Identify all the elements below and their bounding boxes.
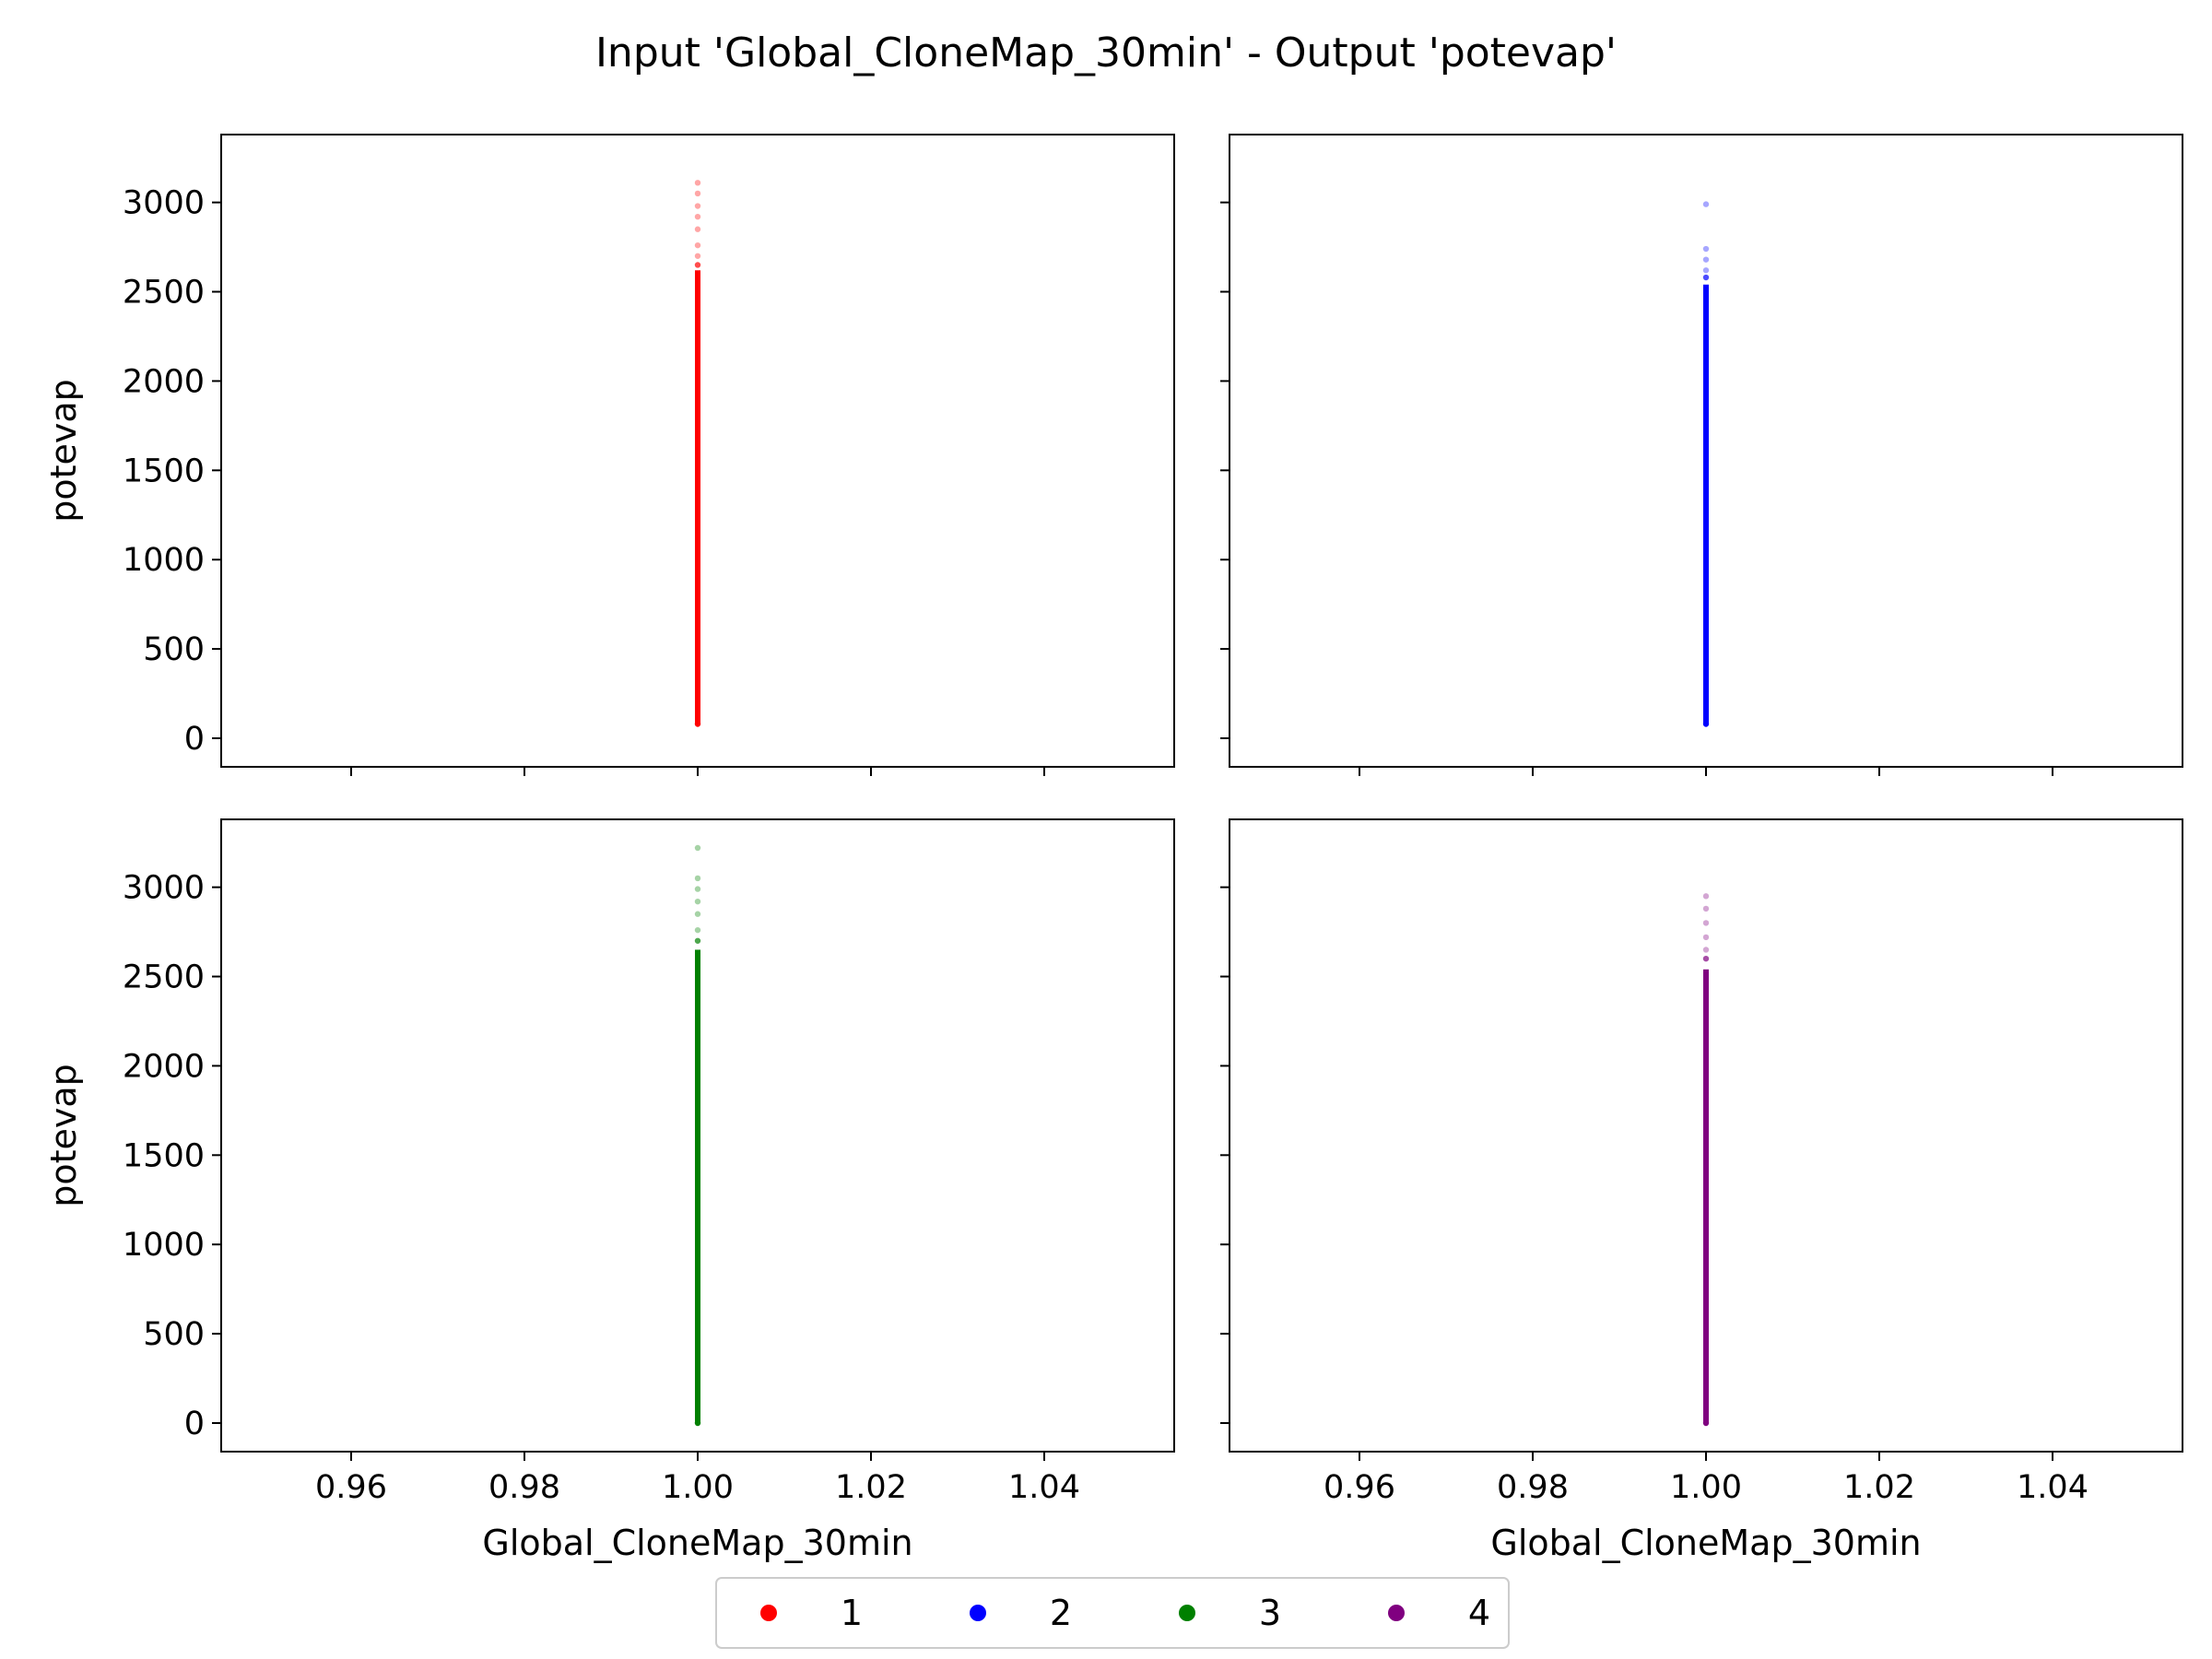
point-cluster	[695, 949, 700, 1423]
panel-bottom-right: 0.96 0.98 1.00 1.02 1.04 Global_CloneMap_30mi…	[1220, 818, 2183, 1563]
x-tick-label: 1.02	[835, 1469, 907, 1506]
y-tick-label: 500	[143, 1316, 205, 1353]
panel-top-left: 0 500 1000 1500 2000 2500 3000 potevap	[43, 134, 1175, 776]
y-tick-label: 0	[184, 1406, 205, 1442]
data-point	[694, 241, 701, 249]
data-point	[694, 926, 701, 934]
y-tick-label: 2000	[123, 1048, 205, 1085]
series-3	[694, 844, 701, 1427]
legend-label: 2	[1050, 1593, 1072, 1633]
panel-top-right	[1220, 134, 2183, 776]
legend-label: 4	[1468, 1593, 1490, 1633]
legend-label: 1	[841, 1593, 863, 1633]
y-axis-label: potevap	[43, 379, 84, 523]
legend-marker	[1179, 1605, 1195, 1621]
y-tick-label: 1500	[123, 453, 205, 489]
y-tick-label: 3000	[123, 185, 205, 222]
y-tick-label: 2500	[123, 959, 205, 996]
point-cluster	[1703, 284, 1709, 724]
x-tick-label: 1.04	[2017, 1469, 2088, 1506]
data-point	[694, 253, 701, 259]
data-point	[1702, 905, 1710, 912]
data-point	[694, 262, 701, 268]
legend: 1 2 3 4	[715, 1577, 1510, 1649]
x-axis-label: Global_CloneMap_30min	[482, 1523, 912, 1563]
legend-marker	[970, 1605, 986, 1621]
x-tick-label: 0.96	[315, 1469, 387, 1506]
data-point	[694, 190, 701, 197]
x-tick-label: 1.00	[1670, 1469, 1742, 1506]
data-point	[1702, 1419, 1710, 1427]
legend-entry-3: 3	[1179, 1593, 1281, 1633]
x-tick-label: 1.00	[662, 1469, 734, 1506]
data-point	[694, 844, 701, 852]
data-point	[1702, 245, 1710, 253]
x-tick-label: 0.98	[488, 1469, 560, 1506]
y-tick-label: 1000	[123, 542, 205, 579]
x-tick-label: 1.02	[1843, 1469, 1915, 1506]
panels: 0 500 1000 1500 2000 2500 3000 potevap 0.96 0.98 1…	[43, 134, 2183, 1563]
x-axis-label: Global_CloneMap_30min	[1490, 1523, 1921, 1563]
data-point	[694, 226, 701, 232]
y-tick-label: 500	[143, 631, 205, 668]
data-point	[694, 1419, 701, 1427]
point-cluster	[695, 270, 700, 724]
legend-marker	[760, 1605, 777, 1621]
y-tick-label: 1000	[123, 1227, 205, 1264]
x-tick-label: 0.98	[1497, 1469, 1569, 1506]
data-point	[694, 911, 701, 917]
y-axis-label: potevap	[43, 1064, 84, 1207]
data-point	[694, 937, 701, 944]
data-point	[694, 180, 701, 186]
x-tick-label: 0.96	[1324, 1469, 1395, 1506]
x-tick-label: 1.04	[1008, 1469, 1080, 1506]
legend-entry-1: 1	[760, 1593, 863, 1633]
data-point	[1702, 201, 1710, 207]
data-point	[1702, 274, 1710, 281]
legend-entry-4: 4	[1388, 1593, 1490, 1633]
legend-entry-2: 2	[970, 1593, 1072, 1633]
data-point	[694, 898, 701, 905]
legend-label: 3	[1259, 1593, 1281, 1633]
data-point	[694, 213, 701, 220]
y-tick-label: 3000	[123, 870, 205, 907]
data-point	[1702, 920, 1710, 926]
data-point	[1702, 934, 1710, 941]
y-tick-label: 2500	[123, 275, 205, 312]
series-1	[694, 180, 701, 727]
data-point	[1702, 256, 1710, 263]
data-point	[1702, 955, 1710, 962]
y-tick-label: 1500	[123, 1137, 205, 1174]
point-cluster	[1703, 969, 1709, 1423]
y-tick-label: 2000	[123, 363, 205, 400]
data-point	[694, 721, 701, 727]
panel-bottom-left: 0.96 0.98 1.00 1.02 1.04 0 500 1000 1500 2000 2500…	[43, 818, 1175, 1563]
data-point	[1702, 721, 1710, 727]
data-point	[694, 886, 701, 892]
data-point	[1702, 267, 1710, 274]
legend-marker	[1388, 1605, 1405, 1621]
data-point	[1702, 893, 1710, 900]
series-4	[1702, 893, 1710, 1427]
series-2	[1702, 201, 1710, 727]
data-point	[694, 875, 701, 882]
figure-title: Input 'Global_CloneMap_30min' - Output '…	[595, 29, 1617, 76]
data-point	[694, 203, 701, 209]
y-tick-label: 0	[184, 721, 205, 758]
data-point	[1702, 947, 1710, 953]
legend-box	[715, 1577, 1510, 1649]
